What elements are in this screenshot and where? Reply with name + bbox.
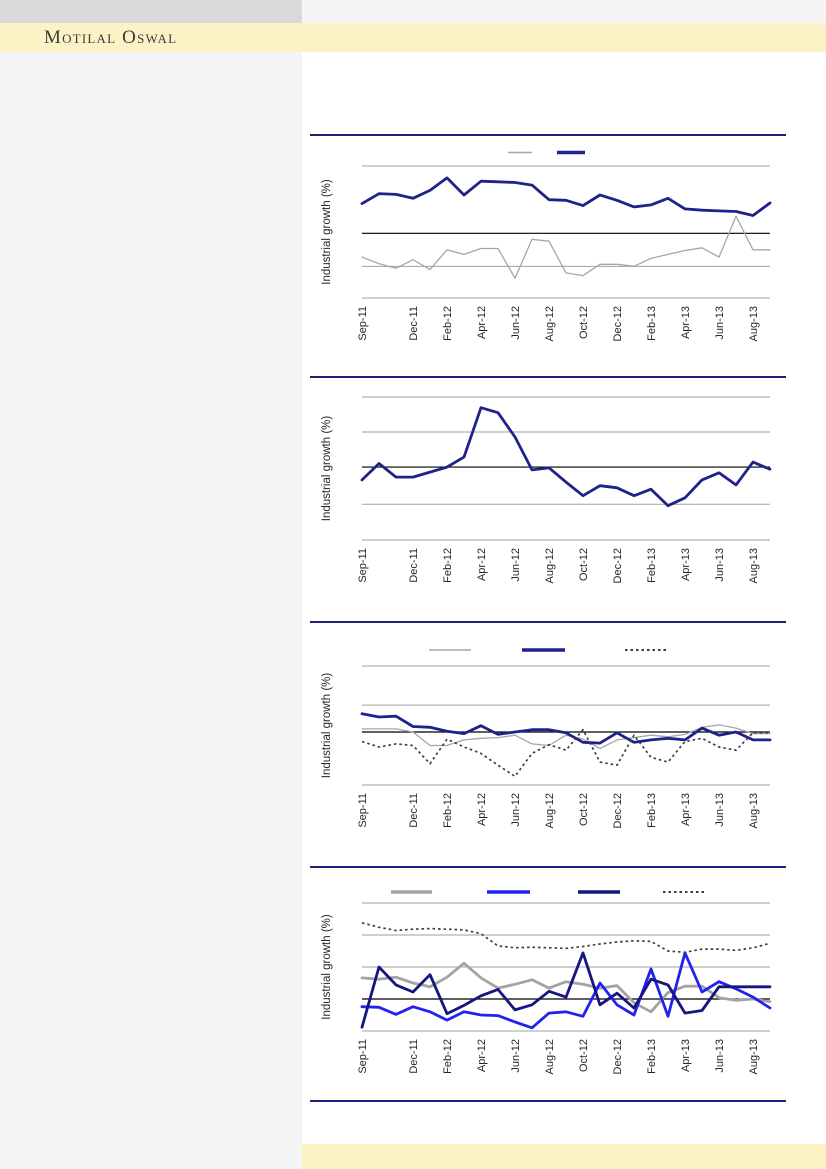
x-tick-label: Aug-13 — [748, 1039, 760, 1074]
x-tick-label: Aug-12 — [544, 793, 556, 828]
x-tick-label: Dec-12 — [612, 306, 624, 341]
x-tick-label: Apr-12 — [476, 1039, 488, 1072]
left-margin-panel — [0, 52, 302, 1169]
x-tick-label: Dec-12 — [612, 548, 624, 583]
x-tick-label: Sep-11 — [357, 548, 369, 583]
series-line-navy — [360, 176, 772, 217]
x-tick-label: Sep-11 — [357, 1039, 369, 1074]
top-bar-right — [302, 0, 826, 23]
industrial-growth-chart-3: Sep-11 Dec-11 Feb-12 Apr-12 Jun-12 Aug-12 Oct-… — [310, 621, 786, 828]
x-tick-label: Oct-12 — [578, 793, 590, 826]
series-line-dotted — [361, 728, 770, 778]
x-tick-label: Feb-13 — [646, 306, 658, 341]
x-tick-label: Feb-13 — [646, 793, 658, 828]
x-tick-label: Apr-12 — [476, 548, 488, 581]
x-tick-label: Dec-12 — [612, 1039, 624, 1074]
series-line-gray — [360, 961, 772, 1014]
series-line-navy — [360, 712, 772, 745]
x-tick-label: Jun-13 — [714, 548, 726, 582]
series-line-navy — [360, 406, 772, 508]
x-tick-label: Dec-11 — [408, 1039, 420, 1074]
x-tick-label: Aug-13 — [748, 793, 760, 828]
brand-band: Motilal Oswal — [0, 23, 826, 52]
x-tick-label: Sep-11 — [357, 306, 369, 341]
x-tick-label: Aug-13 — [748, 548, 760, 583]
footer-band — [302, 1144, 826, 1169]
x-tick-label: Jun-12 — [510, 548, 522, 582]
bottom-separator-rule — [310, 1100, 786, 1102]
x-tick-label: Feb-12 — [442, 793, 454, 828]
content-panel: Sep-11 Dec-11 Feb-12 Apr-12 Jun-12 Aug-12 Oct-… — [302, 52, 826, 1144]
x-tick-label: Feb-13 — [646, 548, 658, 583]
x-tick-label: Aug-12 — [544, 1039, 556, 1074]
x-tick-label: Feb-12 — [442, 1039, 454, 1074]
series-line-navy — [360, 951, 772, 1029]
series-line-bright-blue — [360, 951, 772, 1030]
x-tick-label: Jun-13 — [714, 306, 726, 340]
top-bar-left — [0, 0, 302, 23]
x-tick-label: Oct-12 — [578, 548, 590, 581]
y-axis-title: Industrial growth (%) — [321, 914, 333, 1020]
industrial-growth-chart-4: Sep-11 Dec-11 Feb-12 Apr-12 Jun-12 Aug-12 Oct-… — [310, 866, 786, 1074]
y-axis-title: Industrial growth (%) — [321, 673, 333, 779]
x-tick-label: Dec-11 — [408, 793, 420, 828]
industrial-growth-chart-1: Sep-11 Dec-11 Feb-12 Apr-12 Jun-12 Aug-12 Oct-… — [310, 134, 786, 341]
x-tick-label: Aug-12 — [544, 306, 556, 341]
x-tick-label: Apr-12 — [476, 793, 488, 826]
x-tick-label: Aug-13 — [748, 306, 760, 341]
x-tick-label: Jun-12 — [510, 793, 522, 827]
x-tick-label: Apr-13 — [680, 548, 692, 581]
x-tick-label: Oct-12 — [578, 1039, 590, 1072]
x-tick-label: Feb-13 — [646, 1039, 658, 1074]
x-tick-label: Oct-12 — [578, 306, 590, 339]
x-tick-label: Apr-13 — [680, 793, 692, 826]
x-tick-label: Jun-12 — [510, 306, 522, 340]
x-tick-label: Jun-13 — [714, 1039, 726, 1073]
x-tick-label: Apr-13 — [680, 1039, 692, 1072]
logo-text: Motilal Oswal — [44, 27, 178, 48]
x-tick-label: Apr-12 — [476, 306, 488, 339]
x-tick-label: Feb-12 — [442, 548, 454, 583]
industrial-growth-chart-2: Sep-11 Dec-11 Feb-12 Apr-12 Jun-12 Aug-12 Oct-… — [310, 376, 786, 583]
x-tick-label: Sep-11 — [357, 793, 369, 828]
x-tick-label: Feb-12 — [442, 306, 454, 341]
x-tick-label: Jun-12 — [510, 1039, 522, 1073]
x-tick-label: Jun-13 — [714, 793, 726, 827]
x-tick-label: Dec-11 — [408, 306, 420, 341]
y-axis-title: Industrial growth (%) — [321, 179, 333, 285]
series-line-gray — [361, 724, 771, 750]
x-tick-label: Dec-12 — [612, 793, 624, 828]
series-line-dotted — [361, 921, 771, 954]
x-tick-label: Aug-12 — [544, 548, 556, 583]
series-line-gray — [361, 215, 771, 279]
x-tick-label: Dec-11 — [408, 548, 420, 583]
y-axis-title: Industrial growth (%) — [321, 416, 333, 522]
x-tick-label: Apr-13 — [680, 306, 692, 339]
